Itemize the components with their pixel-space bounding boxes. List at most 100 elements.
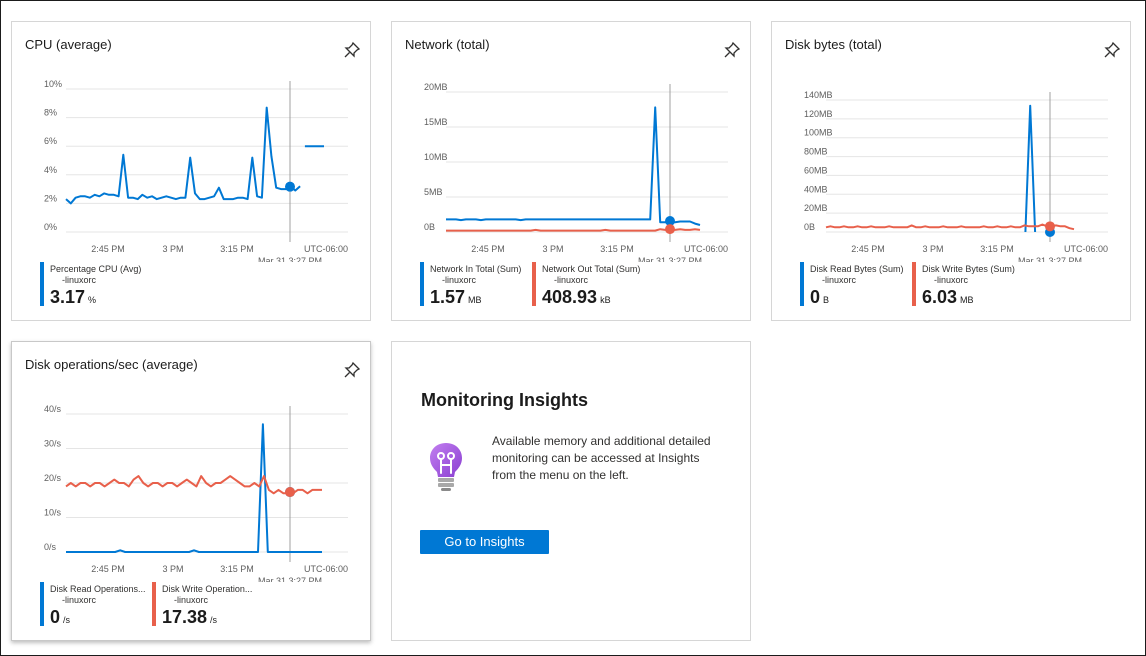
cpu-chart[interactable]: 10% 8% 6% 4% 2% 0% 2:45 PM 3 PM 3:15 PM Mar 31 3:… bbox=[12, 22, 372, 262]
cursor-point bbox=[285, 487, 295, 498]
y-tick-label: 5MB bbox=[424, 187, 443, 197]
y-tick-label: 0B bbox=[804, 222, 815, 232]
legend-resource-name: -linuxorc bbox=[62, 275, 97, 285]
legend-value: 6.03 MB bbox=[922, 287, 974, 307]
legend-color-bar bbox=[420, 262, 424, 306]
timezone-label: UTC-06:00 bbox=[1064, 244, 1108, 254]
disk-bytes-chart[interactable]: 140MB 120MB 100MB 80MB 60MB 40MB 20MB 0B 2:45 PM… bbox=[772, 22, 1132, 262]
y-tick-label: 20MB bbox=[804, 203, 828, 213]
cpu-tile[interactable]: CPU (average) 10% 8% 6% 4% 2% 0% 2:45 PM 3 PM 3:… bbox=[11, 21, 371, 321]
insights-title: Monitoring Insights bbox=[421, 390, 588, 410]
timezone-label: UTC-06:00 bbox=[304, 564, 348, 574]
legend-resource-name: -linuxorc bbox=[174, 595, 209, 605]
series-line bbox=[446, 228, 701, 232]
legend-unit: /s bbox=[210, 615, 218, 625]
x-tick-label: 2:45 PM bbox=[851, 244, 885, 254]
y-tick-label: 10% bbox=[44, 79, 62, 89]
y-tick-label: 10/s bbox=[44, 508, 62, 518]
cursor-time-label: Mar 31 3:27 PM bbox=[638, 256, 702, 262]
y-tick-label: 80MB bbox=[804, 147, 828, 157]
x-tick-label: 3 PM bbox=[922, 244, 943, 254]
legend-unit: B bbox=[823, 295, 830, 305]
legend-unit: kB bbox=[600, 295, 611, 305]
y-tick-label: 4% bbox=[44, 165, 57, 175]
legend-value: 3.17% bbox=[50, 287, 97, 307]
legend-color-bar bbox=[40, 582, 44, 626]
monitoring-insights-tile: Monitoring Insights Available memory and… bbox=[391, 341, 751, 641]
y-tick-label: 100MB bbox=[804, 128, 833, 138]
pin-icon[interactable] bbox=[1103, 41, 1121, 59]
x-tick-label: 2:45 PM bbox=[471, 244, 505, 254]
legend-color-bar bbox=[912, 262, 916, 306]
x-tick-label: 2:45 PM bbox=[91, 564, 125, 574]
legend-color-bar bbox=[800, 262, 804, 306]
legend-unit: MB bbox=[468, 295, 482, 305]
series-line bbox=[825, 223, 1075, 231]
x-tick-label: 3 PM bbox=[162, 564, 183, 574]
y-tick-label: 0% bbox=[44, 222, 57, 232]
legend-metric-name: Disk Write Bytes (Sum) bbox=[922, 264, 1015, 274]
pin-icon[interactable] bbox=[723, 41, 741, 59]
legend-value: 17.38/s bbox=[162, 607, 218, 627]
cursor-point bbox=[1045, 221, 1055, 232]
legend-resource-name: -linuxorc bbox=[62, 595, 97, 605]
y-tick-label: 0/s bbox=[44, 542, 57, 552]
x-tick-label: 3:15 PM bbox=[980, 244, 1014, 254]
x-tick-label: 3:15 PM bbox=[220, 564, 254, 574]
legend-color-bar bbox=[152, 582, 156, 626]
legend-metric-name: Disk Read Bytes (Sum) bbox=[810, 264, 904, 274]
y-tick-label: 20MB bbox=[424, 82, 448, 92]
y-tick-label: 15MB bbox=[424, 117, 448, 127]
legend-color-bar bbox=[40, 262, 44, 306]
insights-description: Available memory and additional detailed… bbox=[492, 434, 711, 482]
timezone-label: UTC-06:00 bbox=[304, 244, 348, 254]
network-tile[interactable]: Network (total) 20MB 15MB 10MB 5MB 0B 2:45 PM… bbox=[391, 21, 751, 321]
series-line bbox=[446, 106, 701, 226]
legend-unit: % bbox=[88, 295, 97, 305]
x-tick-label: 3 PM bbox=[542, 244, 563, 254]
legend-unit: MB bbox=[960, 295, 974, 305]
network-chart[interactable]: 20MB 15MB 10MB 5MB 0B 2:45 PM 3 PM 3:15 PM Mar 3… bbox=[392, 22, 752, 262]
tile-title: CPU (average) bbox=[25, 37, 112, 52]
y-tick-label: 2% bbox=[44, 193, 57, 203]
cursor-time-label: Mar 31 3:27 PM bbox=[258, 576, 322, 582]
cursor-point bbox=[285, 181, 295, 192]
legend-metric-name: Network In Total (Sum) bbox=[430, 264, 522, 274]
y-tick-label: 120MB bbox=[804, 109, 833, 119]
y-tick-label: 30/s bbox=[44, 439, 62, 449]
disk-operations-tile[interactable]: Disk operations/sec (average) 40/s 30/s 20… bbox=[11, 341, 371, 641]
series-line bbox=[66, 423, 322, 553]
disk-operations-chart[interactable]: 40/s 30/s 20/s 10/s 0/s 2:45 PM 3 PM 3:15 PM Mar… bbox=[12, 342, 372, 582]
x-tick-label: 2:45 PM bbox=[91, 244, 125, 254]
y-tick-label: 40/s bbox=[44, 404, 62, 414]
disk-bytes-tile[interactable]: Disk bytes (total) 140MB 120MB 100MB 80MB 60… bbox=[771, 21, 1131, 321]
x-tick-label: 3:15 PM bbox=[220, 244, 254, 254]
y-tick-label: 40MB bbox=[804, 184, 828, 194]
pin-icon[interactable] bbox=[343, 361, 361, 379]
legend-value: 408.93 kB bbox=[542, 287, 611, 307]
y-tick-label: 0B bbox=[424, 222, 435, 232]
legend-value: 1.57 MB bbox=[430, 287, 482, 307]
tile-title: Disk bytes (total) bbox=[785, 37, 882, 52]
y-tick-label: 8% bbox=[44, 108, 57, 118]
legend-metric-name: Network Out Total (Sum) bbox=[542, 264, 641, 274]
x-tick-label: 3:15 PM bbox=[600, 244, 634, 254]
cursor-time-label: Mar 31 3:27 PM bbox=[258, 256, 322, 262]
cursor-time-label: Mar 31 3:27 PM bbox=[1018, 256, 1082, 262]
legend-resource-name: -linuxorc bbox=[442, 275, 477, 285]
series-line bbox=[65, 475, 322, 495]
lightbulb-icon bbox=[430, 443, 462, 491]
y-tick-label: 6% bbox=[44, 136, 57, 146]
tile-title: Network (total) bbox=[405, 37, 490, 52]
legend-metric-name: Disk Write Operation... bbox=[162, 584, 253, 594]
legend-resource-name: -linuxorc bbox=[554, 275, 589, 285]
go-to-insights-button[interactable]: Go to Insights bbox=[420, 530, 549, 554]
pin-icon[interactable] bbox=[343, 41, 361, 59]
legend-resource-name: -linuxorc bbox=[822, 275, 857, 285]
y-tick-label: 20/s bbox=[44, 473, 62, 483]
series-line bbox=[1024, 104, 1037, 233]
tile-title: Disk operations/sec (average) bbox=[25, 357, 198, 372]
timezone-label: UTC-06:00 bbox=[684, 244, 728, 254]
